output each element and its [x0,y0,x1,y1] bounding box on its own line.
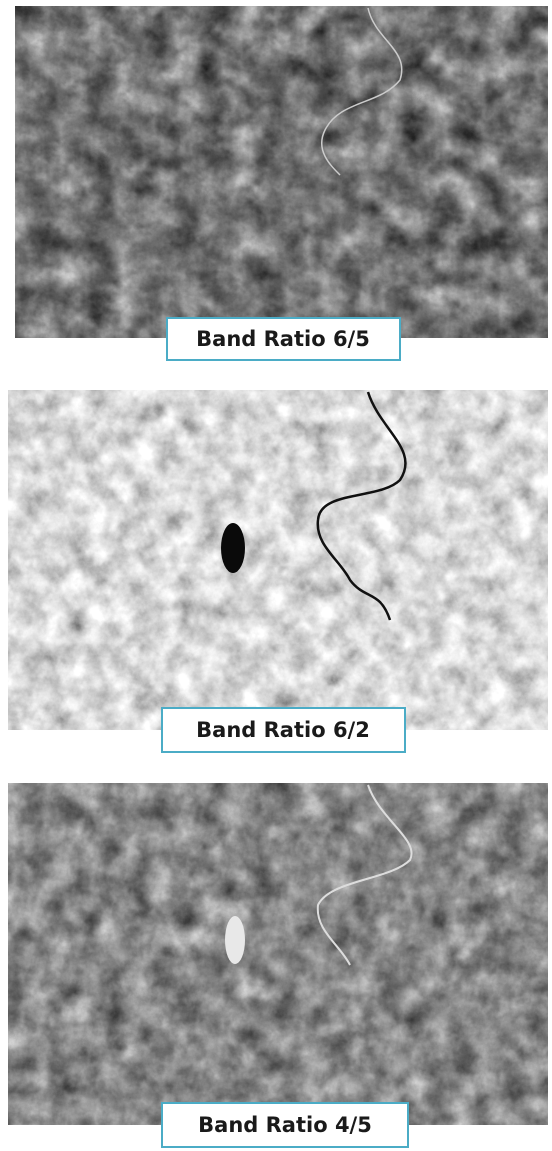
panel-label: Band Ratio 6/5 [196,327,370,351]
image-panel [8,390,548,730]
image-panel [15,6,548,338]
image-panel [8,783,548,1125]
figure: Band Ratio 6/5 Band Ratio 6/2 Band Ratio… [0,0,552,1151]
panel-label: Band Ratio 4/5 [198,1113,372,1137]
page: Band Ratio 6/5 Band Ratio 6/2 Band Ratio… [0,0,552,1151]
panel-label: Band Ratio 6/2 [196,718,370,742]
